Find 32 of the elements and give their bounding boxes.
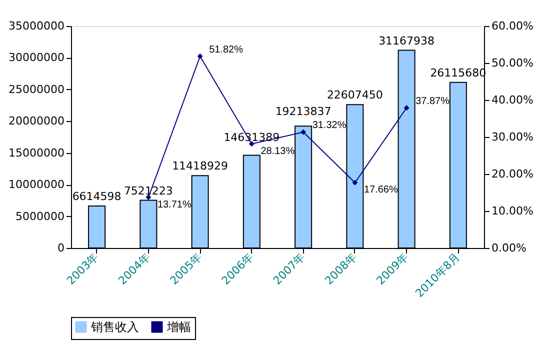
data-label: 28.13% (260, 146, 295, 157)
y-tick-label: 10000000 (8, 178, 64, 192)
data-label: 19213837 (275, 105, 332, 118)
y-tick-label: 5000000 (16, 210, 64, 223)
y2-tick-label: 20.00% (492, 168, 534, 180)
data-label: 17.66% (364, 184, 398, 196)
point (197, 54, 203, 60)
data-label: 22607450 (326, 88, 383, 102)
data-label: 6614598 (72, 190, 122, 204)
data-label: 31.32% (312, 120, 346, 132)
y2-tick-label: 10.00% (492, 204, 534, 218)
legend-label: 销售收入 (90, 320, 139, 334)
y2-tick-label: 40.00% (492, 94, 534, 106)
data-label: 37.87% (416, 96, 450, 107)
y2-tick-label: 0.00% (492, 242, 526, 254)
point (352, 180, 358, 186)
y2-tick-label: 50.00% (492, 56, 534, 70)
y-tick-label: 35000000 (8, 20, 64, 32)
data-label: 51.82% (209, 44, 244, 56)
y-tick-label: 0 (58, 242, 64, 254)
y2-tick-label: 30.00% (492, 130, 534, 144)
data-label: 11418929 (172, 160, 228, 173)
data-label: 13.71% (157, 199, 192, 210)
y-tick-label: 15000000 (8, 146, 64, 160)
legend-label: 增幅 (166, 320, 191, 334)
point (404, 105, 410, 111)
y-tick-label: 30000000 (8, 51, 64, 64)
y-tick-label: 25000000 (8, 82, 64, 96)
y-tick-label: 20000000 (8, 114, 64, 128)
data-label: 31167938 (378, 34, 435, 48)
point (300, 129, 306, 135)
y2-tick-label: 60.00% (492, 20, 534, 32)
